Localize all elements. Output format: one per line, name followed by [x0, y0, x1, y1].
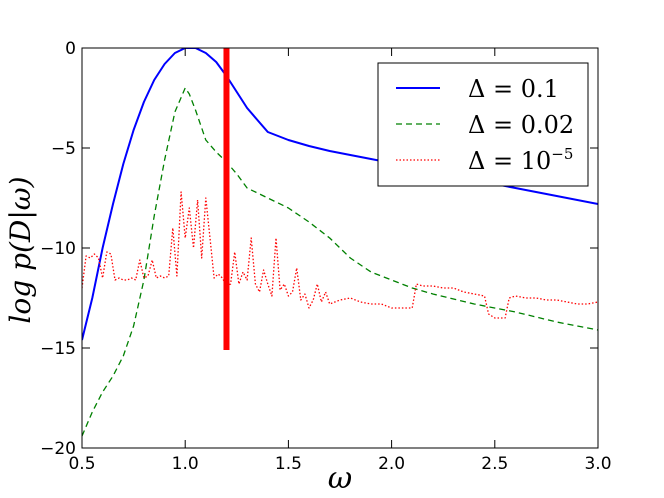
y-axis: 0 −5 −10 −15 −20 — [40, 39, 598, 459]
legend-label-3: Δ = 10−5 — [468, 145, 573, 175]
x-tick-label: 1.5 — [275, 454, 302, 474]
legend-label-1: Δ = 0.1 — [468, 75, 559, 103]
legend: Δ = 0.1 Δ = 0.02 Δ = 10−5 — [377, 62, 589, 187]
legend-label-text: Δ = 0.1 — [468, 75, 559, 103]
legend-label-exponent: −5 — [551, 145, 573, 163]
x-tick-label: 3.0 — [584, 454, 611, 474]
series-line-3 — [82, 191, 598, 319]
legend-label-text: Δ = 0.02 — [468, 111, 574, 139]
y-tick-label: −10 — [40, 239, 76, 259]
x-tick-label: 0.5 — [68, 454, 95, 474]
legend-label-2: Δ = 0.02 — [468, 111, 574, 139]
y-tick-label: −15 — [40, 339, 76, 359]
x-tick-label: 2.5 — [481, 454, 508, 474]
y-axis-label: log p(D|ω) — [4, 176, 37, 323]
legend-label-text: Δ = 10 — [468, 147, 551, 175]
y-tick-label: −20 — [40, 439, 76, 459]
y-tick-label: 0 — [65, 39, 76, 59]
x-tick-label: 1.0 — [172, 454, 199, 474]
y-tick-label: −5 — [51, 139, 76, 159]
x-axis: 0.5 1.0 1.5 2.0 2.5 3.0 — [68, 48, 612, 474]
x-axis-label: ω — [328, 461, 352, 496]
x-tick-label: 2.0 — [378, 454, 405, 474]
legend-box — [377, 62, 589, 187]
